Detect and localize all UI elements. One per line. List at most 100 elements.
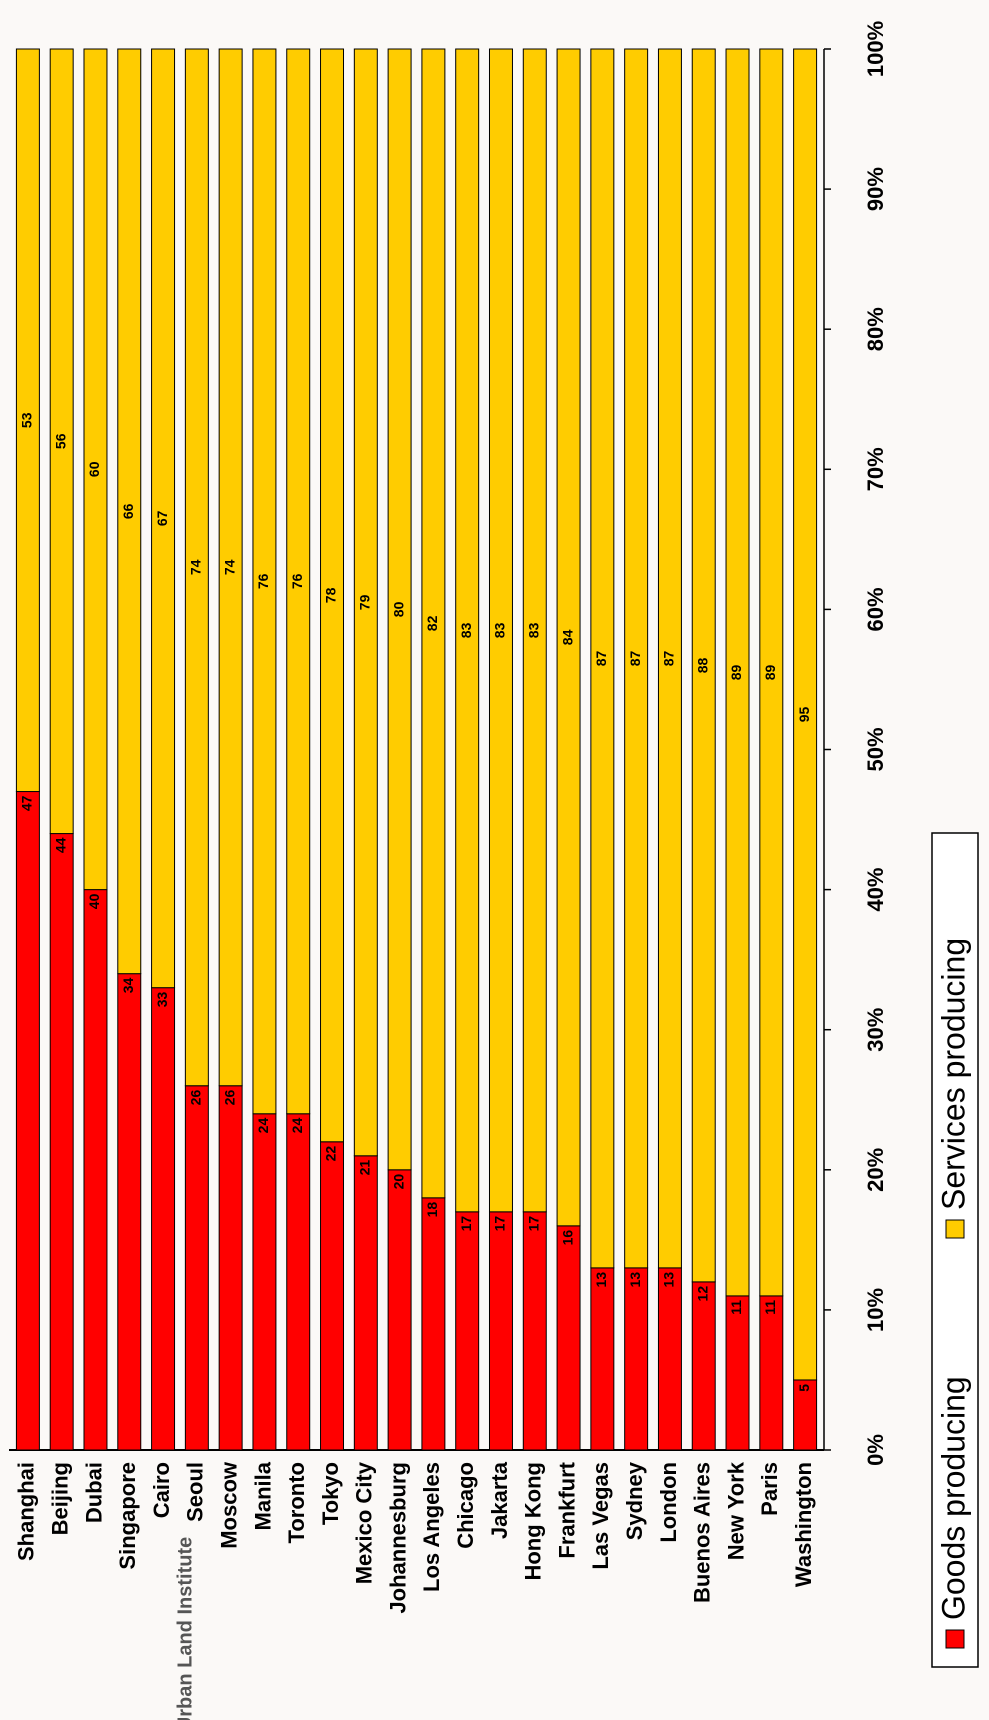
category-label: Washington: [791, 1462, 816, 1587]
value-label: 24: [255, 1118, 271, 1134]
legend-box: [931, 832, 979, 1668]
value-label: 87: [593, 650, 609, 666]
bar-segment: [590, 1267, 615, 1451]
x-tick-label: 70%: [863, 447, 888, 491]
bar-segment: [624, 48, 649, 1269]
value-label: 83: [525, 622, 541, 638]
category-label: Shanghai: [14, 1462, 39, 1561]
bar-segment: [455, 48, 480, 1213]
x-tick-label: 40%: [863, 868, 888, 912]
value-label: 21: [357, 1160, 373, 1176]
bar-segment: [421, 48, 446, 1199]
bar-segment: [353, 48, 378, 1157]
value-label: 87: [627, 650, 643, 666]
value-label: 13: [661, 1272, 677, 1288]
category-label: Johannesburg: [385, 1462, 410, 1614]
bar-segment: [725, 1295, 750, 1451]
bar-segment: [117, 48, 142, 975]
value-label: 33: [154, 991, 170, 1007]
bar-segment: [117, 973, 142, 1451]
bar-segment: [691, 48, 716, 1283]
value-label: 83: [458, 622, 474, 638]
value-label: 16: [559, 1230, 575, 1246]
bar-segment: [590, 48, 615, 1269]
value-label: 67: [154, 510, 170, 526]
bar-segment: [522, 48, 547, 1213]
value-label: 17: [525, 1216, 541, 1232]
value-label: 22: [323, 1146, 339, 1162]
bar-segment: [691, 1281, 716, 1451]
value-label: 74: [188, 559, 204, 575]
value-label: 26: [188, 1090, 204, 1106]
value-label: 89: [762, 664, 778, 680]
value-label: 13: [627, 1272, 643, 1288]
category-label: New York: [723, 1461, 748, 1560]
legend-swatch: [945, 1629, 965, 1649]
value-label: 18: [424, 1202, 440, 1218]
x-tick-label: 100%: [863, 21, 888, 77]
value-label: 26: [221, 1090, 237, 1106]
bar-segment: [387, 1169, 412, 1451]
category-label: Moscow: [216, 1461, 241, 1549]
bar-segment: [759, 1295, 784, 1451]
x-tick-label: 60%: [863, 587, 888, 631]
value-label: 13: [593, 1272, 609, 1288]
value-label: 56: [52, 433, 68, 449]
bar-segment: [252, 48, 277, 1115]
value-label: 79: [357, 594, 373, 610]
bar-segment: [522, 1211, 547, 1451]
value-label: 87: [661, 650, 677, 666]
value-label: 12: [694, 1286, 710, 1302]
category-label: Buenos Aires: [690, 1462, 715, 1603]
bar-segment: [488, 1211, 513, 1451]
logo: Urban Land Institute: [174, 1537, 196, 1720]
bar-segment: [657, 1267, 682, 1451]
category-label: Las Vegas: [588, 1462, 613, 1570]
x-tick-label: 30%: [863, 1008, 888, 1052]
value-label: 5: [796, 1384, 812, 1392]
bar-segment: [286, 48, 311, 1115]
category-label: Toronto: [284, 1462, 309, 1543]
bar-segment: [556, 48, 581, 1227]
bar-segment: [218, 48, 243, 1087]
bar-segment: [759, 48, 784, 1297]
category-label: Los Angeles: [419, 1462, 444, 1592]
bar-segment: [353, 1155, 378, 1451]
bar-segment: [624, 1267, 649, 1451]
bar-segment: [218, 1085, 243, 1451]
value-label: 66: [120, 503, 136, 519]
value-label: 11: [762, 1300, 778, 1315]
bar-segment: [488, 48, 513, 1213]
value-label: 17: [458, 1216, 474, 1232]
bar-segment: [556, 1225, 581, 1451]
bar-segment: [286, 1113, 311, 1451]
bar-segment: [49, 48, 74, 835]
value-label: 34: [120, 977, 136, 993]
bar-segment: [83, 889, 108, 1451]
bar-segment: [320, 48, 345, 1143]
value-label: 11: [728, 1300, 744, 1315]
value-label: 44: [52, 837, 68, 853]
bar-segment: [387, 48, 412, 1171]
rotated-chart: Urban Land Institute 0% 10% 20% 30% 40% 50% 60…: [9, 21, 979, 1720]
category-label: Chicago: [453, 1462, 478, 1549]
category-label: Manila: [250, 1461, 275, 1530]
category-label: Beijing: [48, 1462, 73, 1535]
bar-segment: [725, 48, 750, 1297]
value-label: 76: [289, 573, 305, 589]
bar-segment: [49, 833, 74, 1451]
legend-label: Services producing: [935, 938, 971, 1210]
value-label: 82: [424, 615, 440, 631]
category-label: Frankfurt: [554, 1461, 579, 1558]
bar-segment: [83, 48, 108, 891]
bar-segment: [455, 1211, 480, 1451]
value-label: 95: [796, 706, 812, 722]
value-label: 40: [86, 893, 102, 909]
value-label: 24: [289, 1118, 305, 1134]
bar-segment: [151, 48, 176, 989]
legend-swatch: [945, 1219, 965, 1239]
value-label: 74: [221, 559, 237, 575]
value-label: 47: [19, 795, 35, 811]
category-label: Paris: [757, 1462, 782, 1516]
